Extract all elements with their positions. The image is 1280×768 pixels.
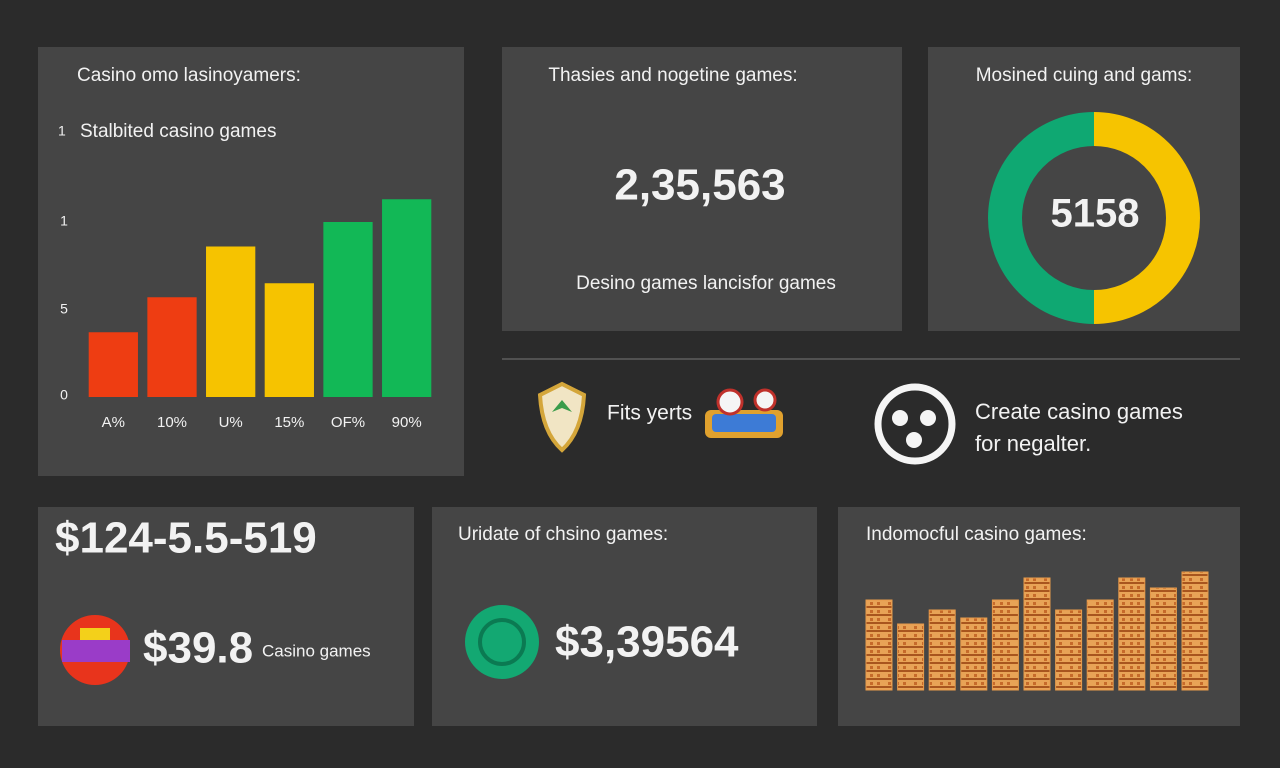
feature-label: Create casino games bbox=[975, 399, 1183, 424]
coin-stack bbox=[865, 599, 893, 691]
coin-stack bbox=[991, 599, 1019, 691]
coin-stack bbox=[1149, 587, 1177, 691]
donut-center: 5158 bbox=[1051, 192, 1140, 236]
dice-icon bbox=[705, 388, 783, 438]
feature-label: for negalter. bbox=[975, 431, 1091, 456]
bar bbox=[264, 283, 314, 397]
stat-value: 2,35,563 bbox=[614, 161, 785, 210]
panel-title: Mosined cuing and gams: bbox=[976, 65, 1193, 86]
summary-amount: $124-5.5-519 bbox=[55, 514, 317, 563]
bar bbox=[206, 246, 256, 397]
x-tick-label: U% bbox=[219, 414, 243, 431]
panel-title: Casino omo lasinoyamers: bbox=[77, 65, 301, 86]
feature-label: Fits yerts bbox=[607, 402, 692, 425]
x-tick-label: A% bbox=[102, 414, 125, 431]
wheel-icon bbox=[465, 605, 539, 679]
stats-panel bbox=[502, 47, 902, 331]
update-amount: $3,39564 bbox=[555, 618, 739, 667]
summary-sub-amount: $39.8 bbox=[143, 624, 253, 673]
y-axis-label: 5 bbox=[60, 301, 68, 317]
chart-subtitle: Stalbited casino games bbox=[80, 121, 276, 142]
coin-stack bbox=[1055, 609, 1083, 691]
bar bbox=[147, 297, 197, 397]
panel-title: Indomocful casino games: bbox=[866, 524, 1087, 545]
coin-stack bbox=[928, 609, 956, 691]
y-axis-label: 0 bbox=[60, 387, 68, 403]
bar bbox=[88, 332, 138, 397]
stat-caption: Desino games lancisfor games bbox=[576, 273, 836, 294]
x-tick-label: OF% bbox=[331, 414, 365, 431]
summary-label: Casino games bbox=[262, 641, 371, 660]
panel-title: Thasies and nogetine games: bbox=[548, 65, 797, 86]
logo-icon bbox=[60, 615, 130, 685]
subtitle-marker: 1 bbox=[58, 123, 66, 139]
coin-stack bbox=[960, 617, 988, 691]
x-tick-label: 90% bbox=[392, 414, 422, 431]
donut-segment bbox=[988, 112, 1095, 324]
y-axis-label: 1 bbox=[60, 213, 68, 229]
donut-segment bbox=[1093, 112, 1200, 324]
coin-stack bbox=[897, 623, 925, 691]
x-tick-label: 10% bbox=[157, 414, 187, 431]
panel-title: Uridate of chsino games: bbox=[458, 524, 668, 545]
coin-stack bbox=[1086, 599, 1114, 691]
x-tick-label: 15% bbox=[274, 414, 304, 431]
bar bbox=[382, 199, 432, 397]
bar bbox=[323, 222, 373, 397]
chip-icon bbox=[874, 383, 956, 465]
coin-stack bbox=[1181, 571, 1209, 691]
coin-stack bbox=[1118, 577, 1146, 691]
shield-icon bbox=[537, 381, 587, 453]
coin-stack bbox=[1023, 577, 1051, 691]
